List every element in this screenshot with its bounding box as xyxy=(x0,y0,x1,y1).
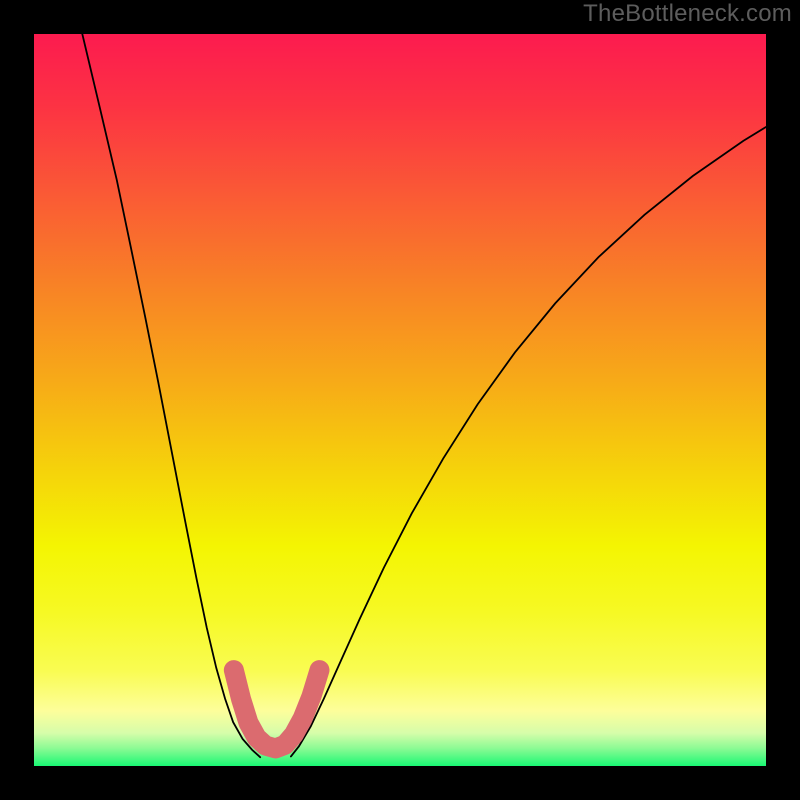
gradient-background xyxy=(34,34,766,766)
watermark-text: TheBottleneck.com xyxy=(583,0,792,28)
chart-plot-area xyxy=(34,34,766,766)
chart-svg xyxy=(34,34,766,766)
